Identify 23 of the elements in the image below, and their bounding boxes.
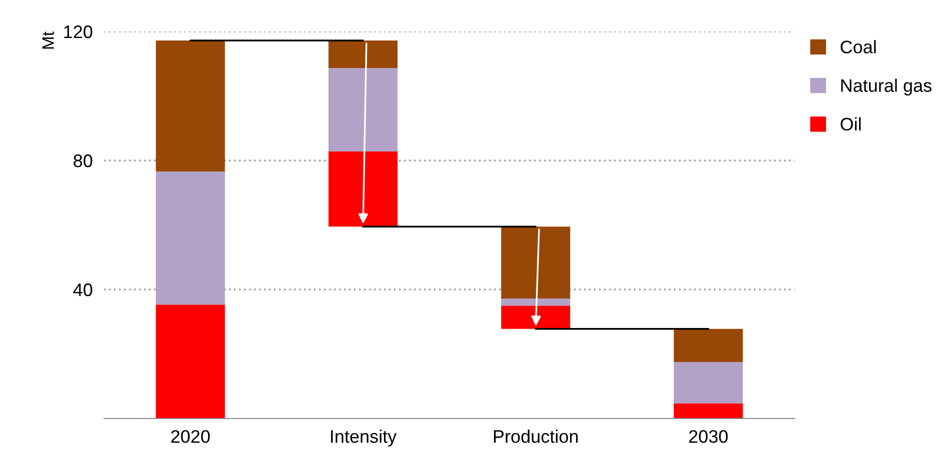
y-axis-title: Mt <box>42 32 54 49</box>
x-tick-label: 2030 <box>689 430 728 443</box>
x-tick-label: Production <box>494 430 578 443</box>
legend-label: Oil <box>840 117 861 131</box>
x-tick-label: Intensity <box>331 430 397 446</box>
bar <box>674 328 743 362</box>
x-tick-label: 2020 <box>171 430 210 443</box>
bar <box>501 306 570 329</box>
y-tick-label: 120 <box>64 25 92 38</box>
bar <box>328 151 398 227</box>
bar <box>674 403 743 418</box>
y-tick-label: 80 <box>74 154 92 168</box>
bar <box>501 298 570 306</box>
y-tick-label: 40 <box>73 283 92 296</box>
bar <box>328 68 398 152</box>
bar <box>328 40 398 68</box>
bar <box>674 362 743 404</box>
bar <box>501 226 570 299</box>
bar <box>156 171 225 305</box>
legend-label: Coal <box>840 40 876 54</box>
bar <box>156 40 225 172</box>
bar <box>156 304 225 418</box>
legend-label: Natural gas <box>841 78 932 96</box>
